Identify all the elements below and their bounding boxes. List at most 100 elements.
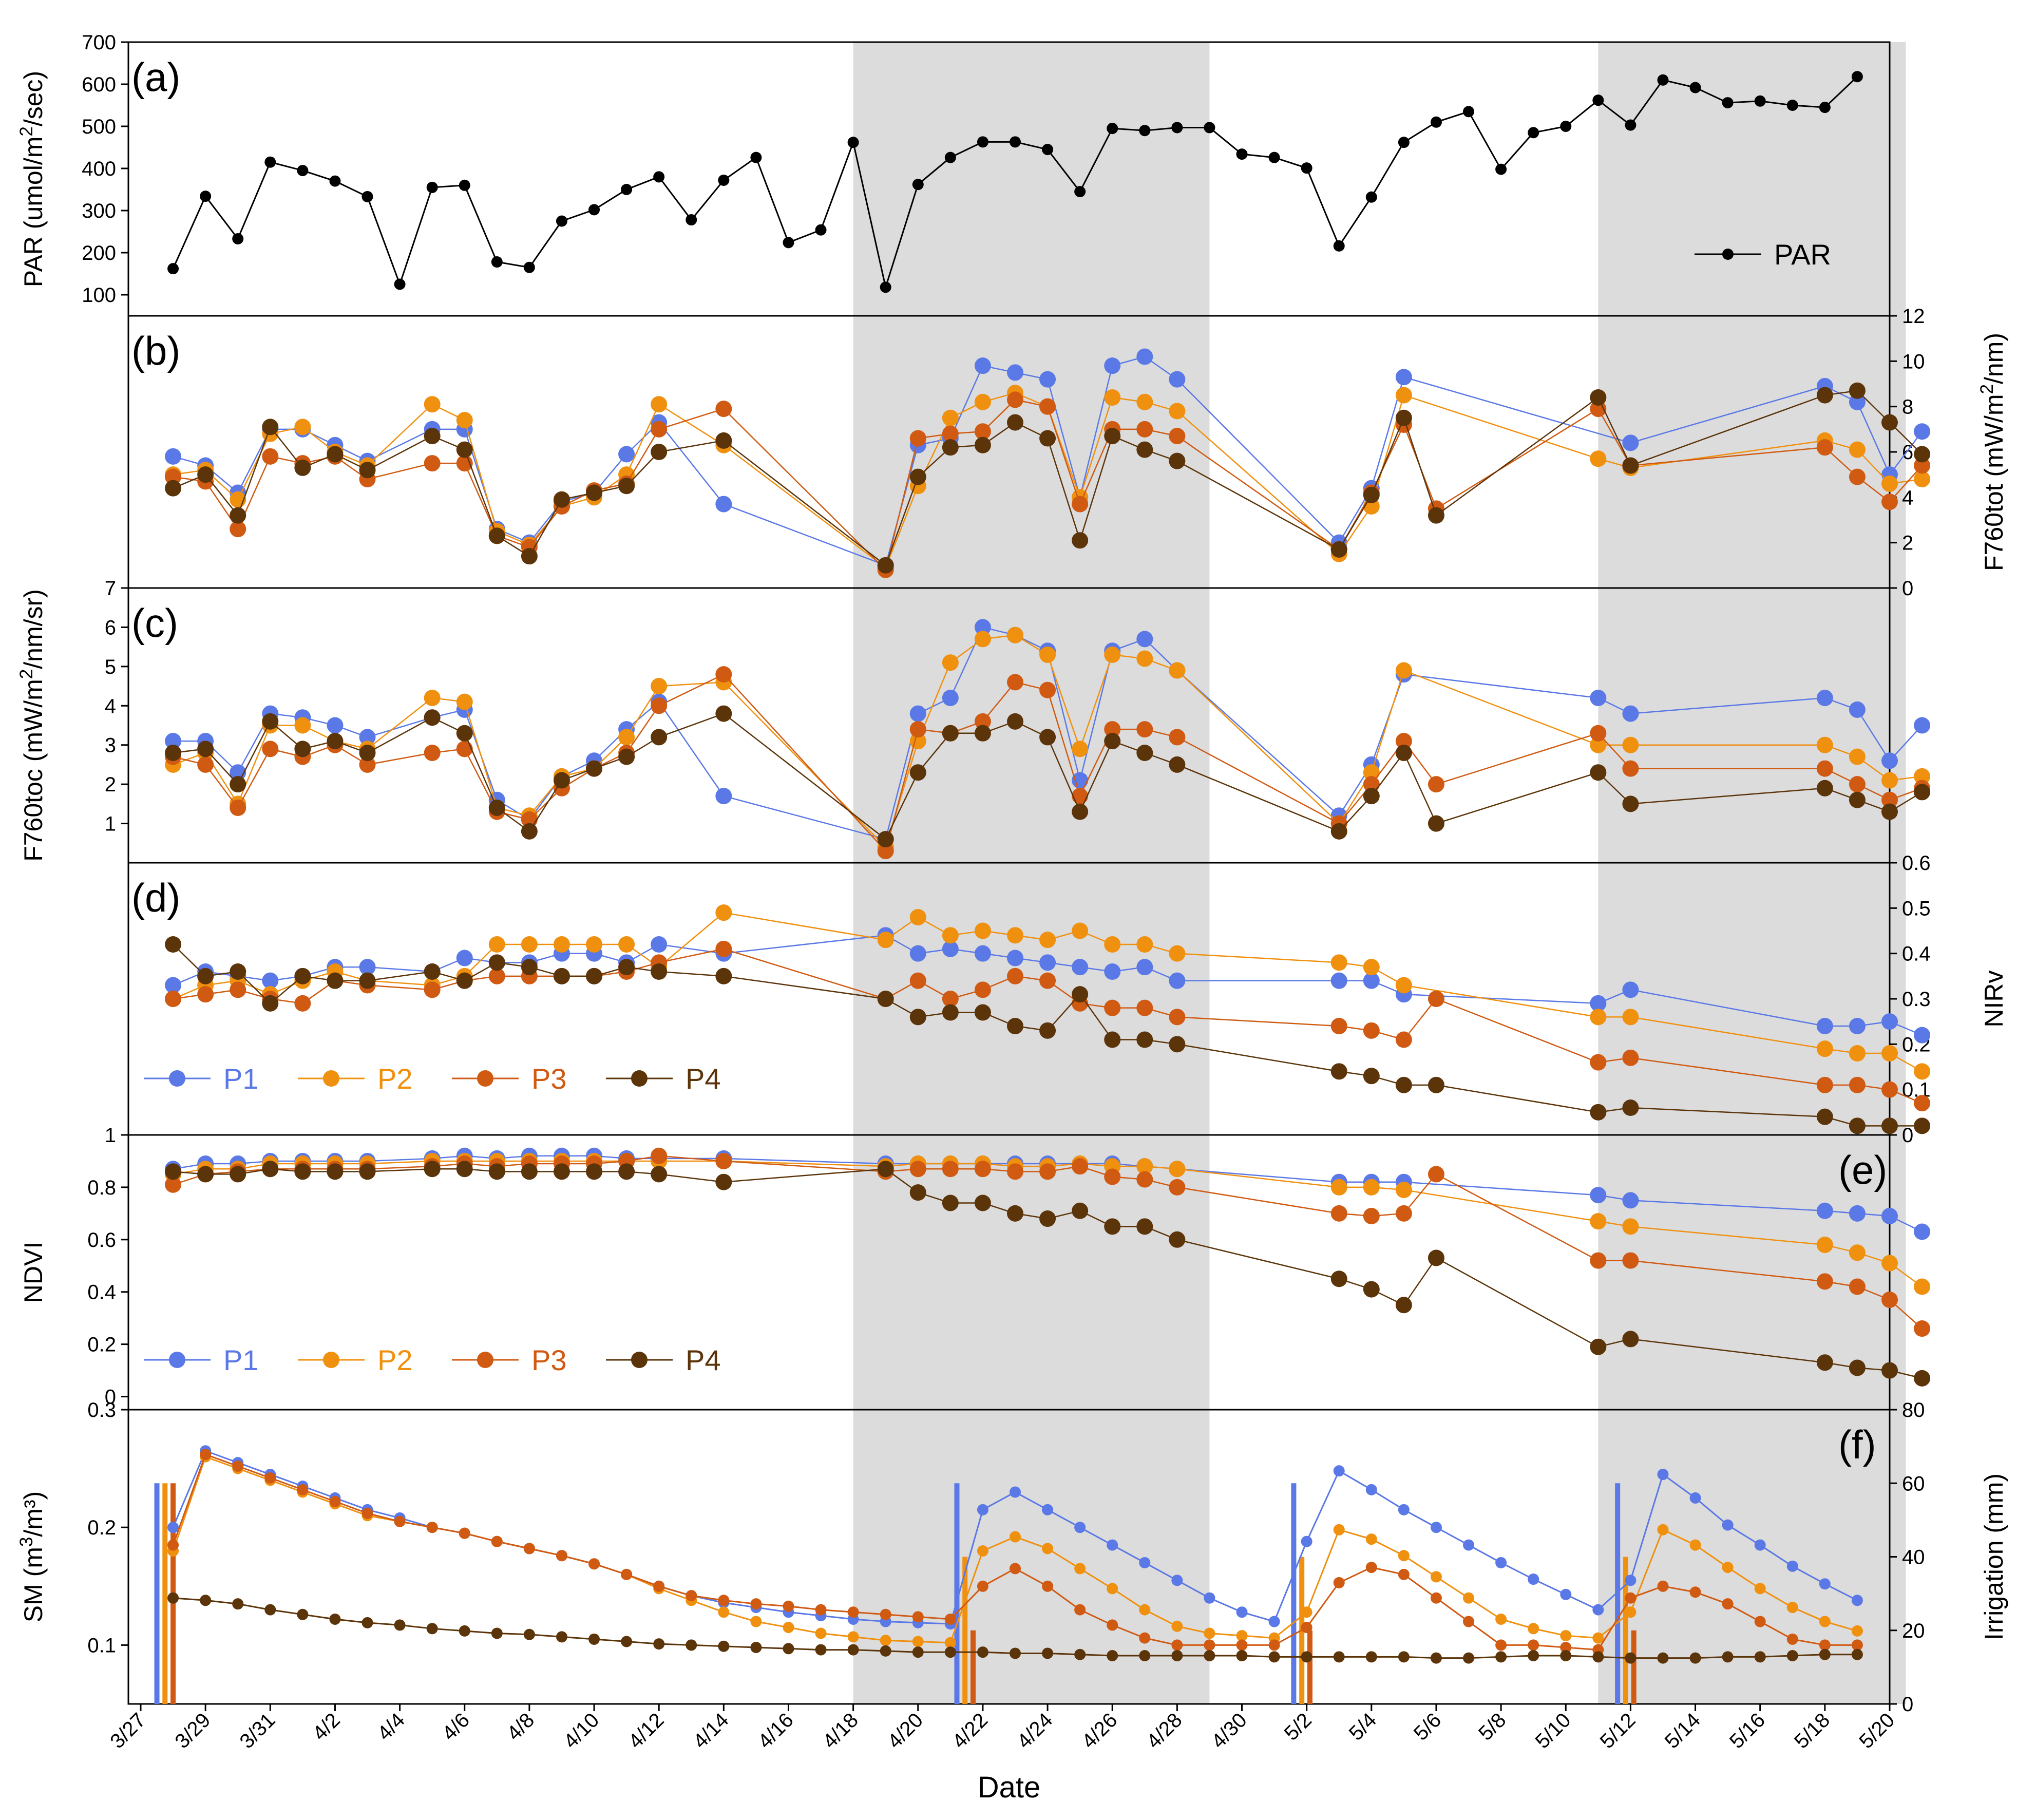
- data-point: [1010, 1486, 1021, 1498]
- data-point: [651, 963, 668, 980]
- data-point: [942, 439, 959, 456]
- data-point: [1881, 791, 1898, 808]
- data-point: [715, 788, 732, 805]
- data-point: [165, 733, 182, 750]
- ytick-label: 700: [82, 31, 116, 54]
- xtick-label: 4/10: [559, 1709, 603, 1753]
- data-point: [912, 179, 924, 191]
- data-point: [1169, 1036, 1186, 1053]
- data-point: [1268, 151, 1280, 163]
- data-point: [1914, 446, 1931, 463]
- legend: P1 P2 P3 P4: [144, 1344, 721, 1376]
- data-point: [1333, 1465, 1345, 1477]
- data-point: [1722, 1519, 1734, 1531]
- data-point: [1072, 803, 1089, 820]
- data-point: [294, 741, 311, 757]
- data-point: [297, 1608, 309, 1620]
- data-point: [1171, 122, 1183, 134]
- data-point: [456, 725, 473, 742]
- data-point: [1010, 1531, 1021, 1543]
- data-point: [1622, 795, 1639, 812]
- data-point: [621, 184, 633, 195]
- data-point: [944, 1646, 956, 1658]
- data-point: [491, 256, 503, 268]
- ytick-label: 7: [105, 577, 116, 600]
- legend-label: P3: [531, 1063, 567, 1095]
- data-point: [1625, 1592, 1637, 1604]
- data-point: [1072, 496, 1089, 513]
- irrigation-bar: [1615, 1483, 1621, 1704]
- data-point: [1204, 122, 1215, 134]
- data-point: [1428, 991, 1444, 1007]
- data-point: [651, 396, 668, 413]
- data-point: [653, 171, 665, 183]
- xtick-label: 5/14: [1661, 1709, 1705, 1753]
- data-point: [942, 1195, 959, 1211]
- data-point: [1849, 1359, 1866, 1376]
- data-point: [942, 1004, 959, 1021]
- data-point: [165, 468, 182, 485]
- data-point: [1622, 434, 1639, 451]
- data-point: [329, 1495, 341, 1507]
- data-point: [1139, 1650, 1151, 1662]
- data-point: [167, 263, 179, 275]
- data-point: [1849, 1076, 1866, 1093]
- data-point: [1104, 428, 1121, 445]
- data-point: [1914, 471, 1931, 487]
- data-point: [1428, 776, 1444, 793]
- data-point: [1365, 191, 1377, 203]
- data-point: [1819, 102, 1831, 113]
- series-p3: [167, 1449, 1863, 1656]
- data-point: [1169, 371, 1186, 388]
- data-point: [1657, 74, 1669, 86]
- data-point: [1010, 1563, 1021, 1575]
- shaded-period-1: [853, 42, 1210, 1704]
- data-point: [1625, 1575, 1637, 1586]
- legend-label: P1: [223, 1344, 259, 1376]
- data-point: [1786, 1602, 1798, 1614]
- irrigation-bar: [154, 1483, 160, 1704]
- data-point: [586, 936, 603, 953]
- data-point: [1398, 137, 1410, 148]
- data-point: [230, 963, 246, 980]
- data-point: [456, 1161, 473, 1178]
- irrigation-bar: [971, 1630, 976, 1704]
- data-point: [1042, 1580, 1054, 1592]
- ytick-label: 6: [105, 616, 116, 639]
- data-point: [1463, 1539, 1475, 1551]
- data-point: [1463, 1592, 1475, 1604]
- data-point: [977, 1646, 988, 1658]
- data-point: [1428, 507, 1444, 524]
- legend-marker: [477, 1070, 493, 1087]
- data-point: [262, 1161, 279, 1178]
- data-point: [297, 165, 309, 177]
- xtick-label: 5/18: [1790, 1709, 1834, 1753]
- data-point: [1592, 1604, 1604, 1616]
- data-point: [200, 1595, 212, 1606]
- data-point: [1881, 1255, 1898, 1272]
- data-point: [230, 521, 246, 538]
- data-point: [1398, 1568, 1410, 1580]
- data-point: [1365, 1562, 1377, 1573]
- data-point: [1851, 1625, 1863, 1637]
- legend-marker: [631, 1070, 648, 1087]
- data-point: [297, 1484, 309, 1495]
- data-point: [1363, 1179, 1380, 1196]
- ytick-label: 1: [105, 813, 116, 836]
- data-point: [815, 1627, 827, 1639]
- data-point: [1816, 387, 1833, 404]
- panel-a: 100 200 300 400 500 600 700 PAR (umol/m2/sec) (a…: [16, 31, 1891, 317]
- data-point: [944, 1637, 956, 1648]
- data-point: [1849, 1045, 1866, 1061]
- data-point: [1590, 450, 1607, 467]
- data-point: [1914, 1320, 1931, 1337]
- data-point: [1622, 1331, 1639, 1348]
- data-point: [1169, 756, 1186, 773]
- y2-axis-label: Irrigation (mm): [1980, 1473, 2008, 1640]
- data-point: [1590, 1009, 1607, 1026]
- data-point: [521, 959, 538, 976]
- data-point: [1819, 1616, 1831, 1627]
- data-point: [1881, 1045, 1898, 1061]
- data-point: [1301, 1622, 1312, 1634]
- data-point: [1914, 1278, 1931, 1295]
